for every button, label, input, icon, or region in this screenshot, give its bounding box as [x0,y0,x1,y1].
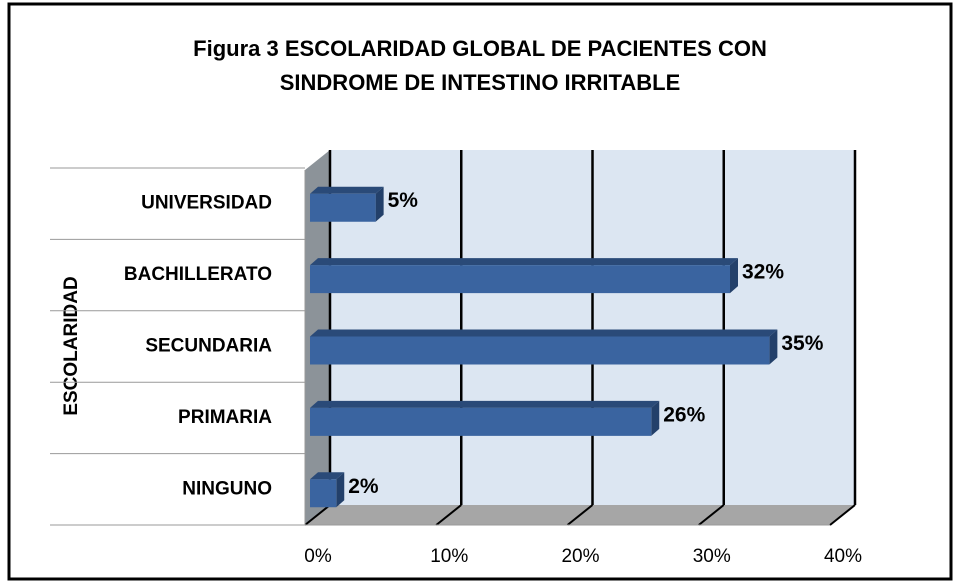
bar [310,258,738,294]
bar-face [310,186,384,194]
bar [310,400,660,436]
value-label: 5% [388,189,419,212]
chart-title: SINDROME DE INTESTINO IRRITABLE [280,70,681,95]
bar-face [310,336,770,365]
x-tick-label: 40% [824,546,862,567]
x-tick-label: 0% [304,546,332,567]
bar-face [769,329,778,365]
y-tick-label: UNIVERSIDAD [141,193,272,214]
y-axis-label: ESCOLARIDAD [61,276,82,415]
bar-face [375,186,384,222]
x-tick-label: 30% [693,546,731,567]
bar [310,186,384,222]
bar [310,329,778,365]
bar-face [310,265,730,294]
bar-face [651,400,660,436]
y-tick-label: SECUNDARIA [145,336,272,357]
value-label: 35% [781,332,823,355]
x-tick-label: 10% [430,546,468,567]
grid-line [566,504,594,526]
x-tick-label: 20% [561,546,599,567]
value-label: 2% [348,475,379,498]
bar-face [730,258,738,294]
grid-line [304,504,331,526]
bar-face [310,472,345,480]
grid-line [829,504,856,526]
bar-face [310,407,652,436]
chart-title: Figura 3 ESCOLARIDAD GLOBAL DE PACIENTES… [193,36,767,61]
y-tick-label: PRIMARIA [178,407,272,428]
y-tick-label: NINGUNO [182,478,272,499]
bar-face [310,258,738,266]
bar-face [310,329,778,337]
value-label: 26% [663,403,705,426]
bar-face [310,479,337,508]
value-label: 32% [742,261,784,284]
bar-face [310,400,660,408]
grid-line [698,504,725,526]
bar-face [310,193,376,222]
bar [310,472,345,508]
y-tick-label: BACHILLERATO [124,264,272,285]
bar-face [336,472,345,508]
grid-line [435,504,462,526]
